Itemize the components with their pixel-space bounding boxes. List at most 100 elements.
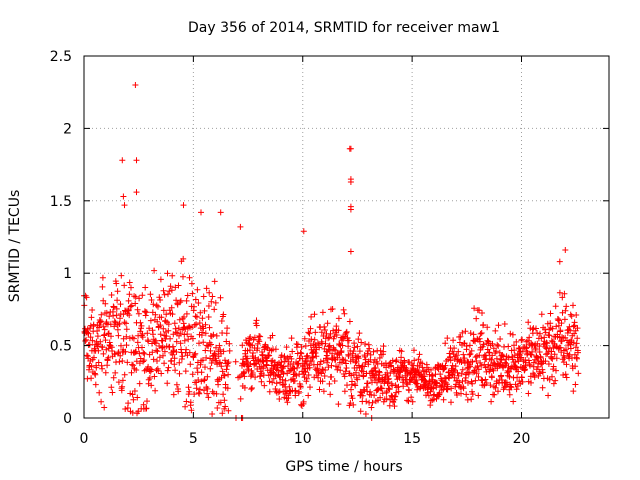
data-point <box>547 310 554 317</box>
data-point <box>403 365 410 372</box>
data-point <box>291 365 298 372</box>
data-point <box>454 392 460 398</box>
data-point <box>524 337 531 344</box>
data-point <box>146 375 153 381</box>
outlier-point <box>347 206 354 213</box>
data-point <box>470 331 477 338</box>
data-point <box>198 378 205 385</box>
data-point <box>473 358 480 364</box>
data-point <box>568 313 575 320</box>
data-point <box>258 378 265 385</box>
data-point <box>448 399 454 406</box>
data-point <box>563 361 570 368</box>
data-point <box>201 307 208 314</box>
data-point <box>164 380 171 387</box>
data-point <box>354 376 361 383</box>
data-point <box>188 407 195 414</box>
data-point <box>95 359 102 366</box>
data-point <box>338 348 345 354</box>
data-point <box>177 330 184 337</box>
data-point <box>152 387 159 394</box>
data-point <box>158 314 165 321</box>
data-point <box>208 341 214 348</box>
data-point <box>310 353 317 360</box>
data-point <box>129 391 136 398</box>
data-point <box>311 336 318 343</box>
data-point <box>140 358 147 365</box>
data-point <box>251 334 258 341</box>
data-point <box>89 307 96 313</box>
data-point <box>469 391 476 398</box>
data-point <box>450 366 457 373</box>
data-point <box>464 396 471 403</box>
data-point <box>531 374 538 381</box>
data-point <box>338 337 345 344</box>
data-point <box>532 346 539 353</box>
data-point <box>325 335 332 342</box>
outlier-point <box>121 202 128 209</box>
data-point <box>113 280 120 287</box>
data-point <box>415 356 422 363</box>
scatter-points <box>81 82 582 421</box>
data-point <box>92 371 99 378</box>
data-point <box>462 374 469 381</box>
data-point <box>200 325 207 332</box>
data-point <box>172 284 179 291</box>
data-point <box>152 340 159 347</box>
data-point <box>249 385 255 391</box>
data-point <box>95 347 102 354</box>
data-point <box>116 320 123 327</box>
data-point <box>462 328 469 335</box>
data-point <box>526 334 533 341</box>
data-point <box>282 377 289 384</box>
data-point <box>186 274 193 281</box>
data-point <box>125 307 132 313</box>
data-point <box>132 300 139 307</box>
data-point <box>341 388 348 395</box>
data-point <box>202 321 209 328</box>
data-point <box>563 303 570 310</box>
data-point <box>395 388 402 395</box>
data-point <box>165 327 172 334</box>
data-point <box>182 326 189 333</box>
data-point <box>269 332 276 339</box>
data-point <box>302 369 309 376</box>
data-point <box>148 382 155 389</box>
data-point <box>308 313 315 320</box>
data-point <box>126 279 133 286</box>
data-point <box>476 307 483 314</box>
data-point <box>339 356 346 363</box>
data-point <box>170 391 177 398</box>
data-point <box>321 323 328 330</box>
data-point <box>153 302 160 309</box>
data-point <box>299 355 306 362</box>
data-point <box>392 393 399 400</box>
data-point <box>276 396 283 402</box>
data-point <box>488 374 495 381</box>
data-point <box>511 347 518 354</box>
data-point <box>207 355 213 362</box>
data-point <box>225 359 232 366</box>
data-point <box>342 357 349 364</box>
data-point <box>340 306 347 313</box>
data-point <box>351 344 358 351</box>
data-point <box>486 349 493 356</box>
y-tick-label: 1 <box>63 266 72 282</box>
data-point <box>536 349 543 355</box>
data-point <box>97 318 104 325</box>
y-tick-label: 0.5 <box>50 339 72 355</box>
data-point <box>177 340 184 347</box>
data-point <box>385 385 392 392</box>
data-point <box>484 346 491 353</box>
data-point <box>220 348 227 355</box>
data-point <box>187 361 194 368</box>
data-point <box>357 408 364 415</box>
data-point <box>330 346 337 353</box>
data-point <box>213 332 220 339</box>
data-point <box>125 400 132 407</box>
data-point <box>194 365 201 372</box>
data-point <box>192 313 199 320</box>
data-point <box>123 320 129 327</box>
data-point <box>223 338 230 345</box>
